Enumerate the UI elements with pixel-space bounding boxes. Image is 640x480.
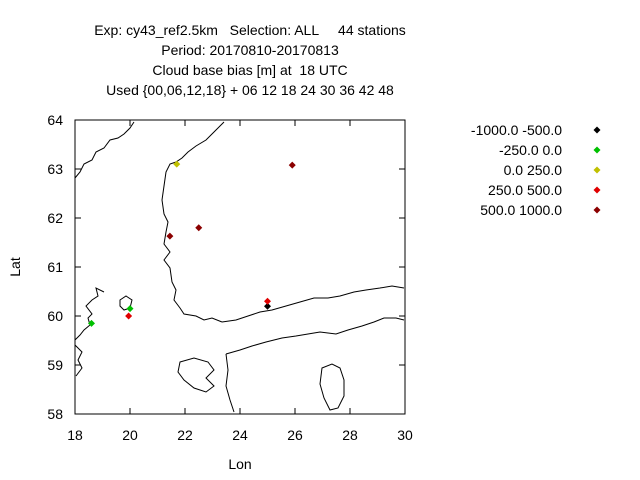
y-tick-label: 61 [47, 259, 63, 275]
title-line-3: Cloud base bias [m] at 18 UTC [152, 62, 348, 78]
x-tick-label: 24 [232, 427, 248, 443]
x-tick-label: 28 [342, 427, 358, 443]
y-tick-label: 58 [47, 406, 63, 422]
x-tick-label: 22 [177, 427, 193, 443]
legend-label: -1000.0 -500.0 [471, 122, 562, 138]
legend-label: 500.0 1000.0 [480, 202, 562, 218]
data-point [126, 305, 134, 313]
legend-label: 0.0 250.0 [504, 162, 563, 178]
x-tick-label: 18 [67, 427, 83, 443]
y-tick-label: 64 [47, 112, 63, 128]
title-line-1: Exp: cy43_ref2.5km Selection: ALL 44 sta… [94, 22, 406, 38]
legend-marker [593, 146, 601, 154]
plot-frame [74, 119, 406, 415]
title-line-4: Used {00,06,12,18} + 06 12 18 24 30 36 4… [106, 82, 394, 98]
data-point [173, 160, 181, 168]
x-tick-label: 26 [287, 427, 303, 443]
x-tick-label: 30 [397, 427, 413, 443]
y-axis-label: Lat [7, 257, 23, 277]
y-tick-label: 60 [47, 308, 63, 324]
data-point [166, 232, 174, 240]
legend-marker [593, 186, 601, 194]
title-line-2: Period: 20170810-20170813 [161, 42, 339, 58]
data-point [88, 319, 95, 327]
data-point [264, 302, 271, 310]
y-tick-label: 59 [47, 357, 63, 373]
data-point [125, 312, 133, 320]
legend-label: -250.0 0.0 [499, 142, 562, 158]
data-point [288, 161, 296, 169]
legend-marker [593, 206, 601, 214]
x-axis-label: Lon [228, 456, 251, 472]
legend-marker [593, 126, 601, 134]
data-point [195, 224, 203, 232]
data-point [264, 297, 271, 305]
legend-label: 250.0 500.0 [488, 182, 562, 198]
x-tick-label: 20 [122, 427, 138, 443]
y-tick-label: 62 [47, 210, 63, 226]
legend-marker [593, 166, 601, 174]
y-tick-label: 63 [47, 161, 63, 177]
coastline-map [74, 121, 405, 413]
